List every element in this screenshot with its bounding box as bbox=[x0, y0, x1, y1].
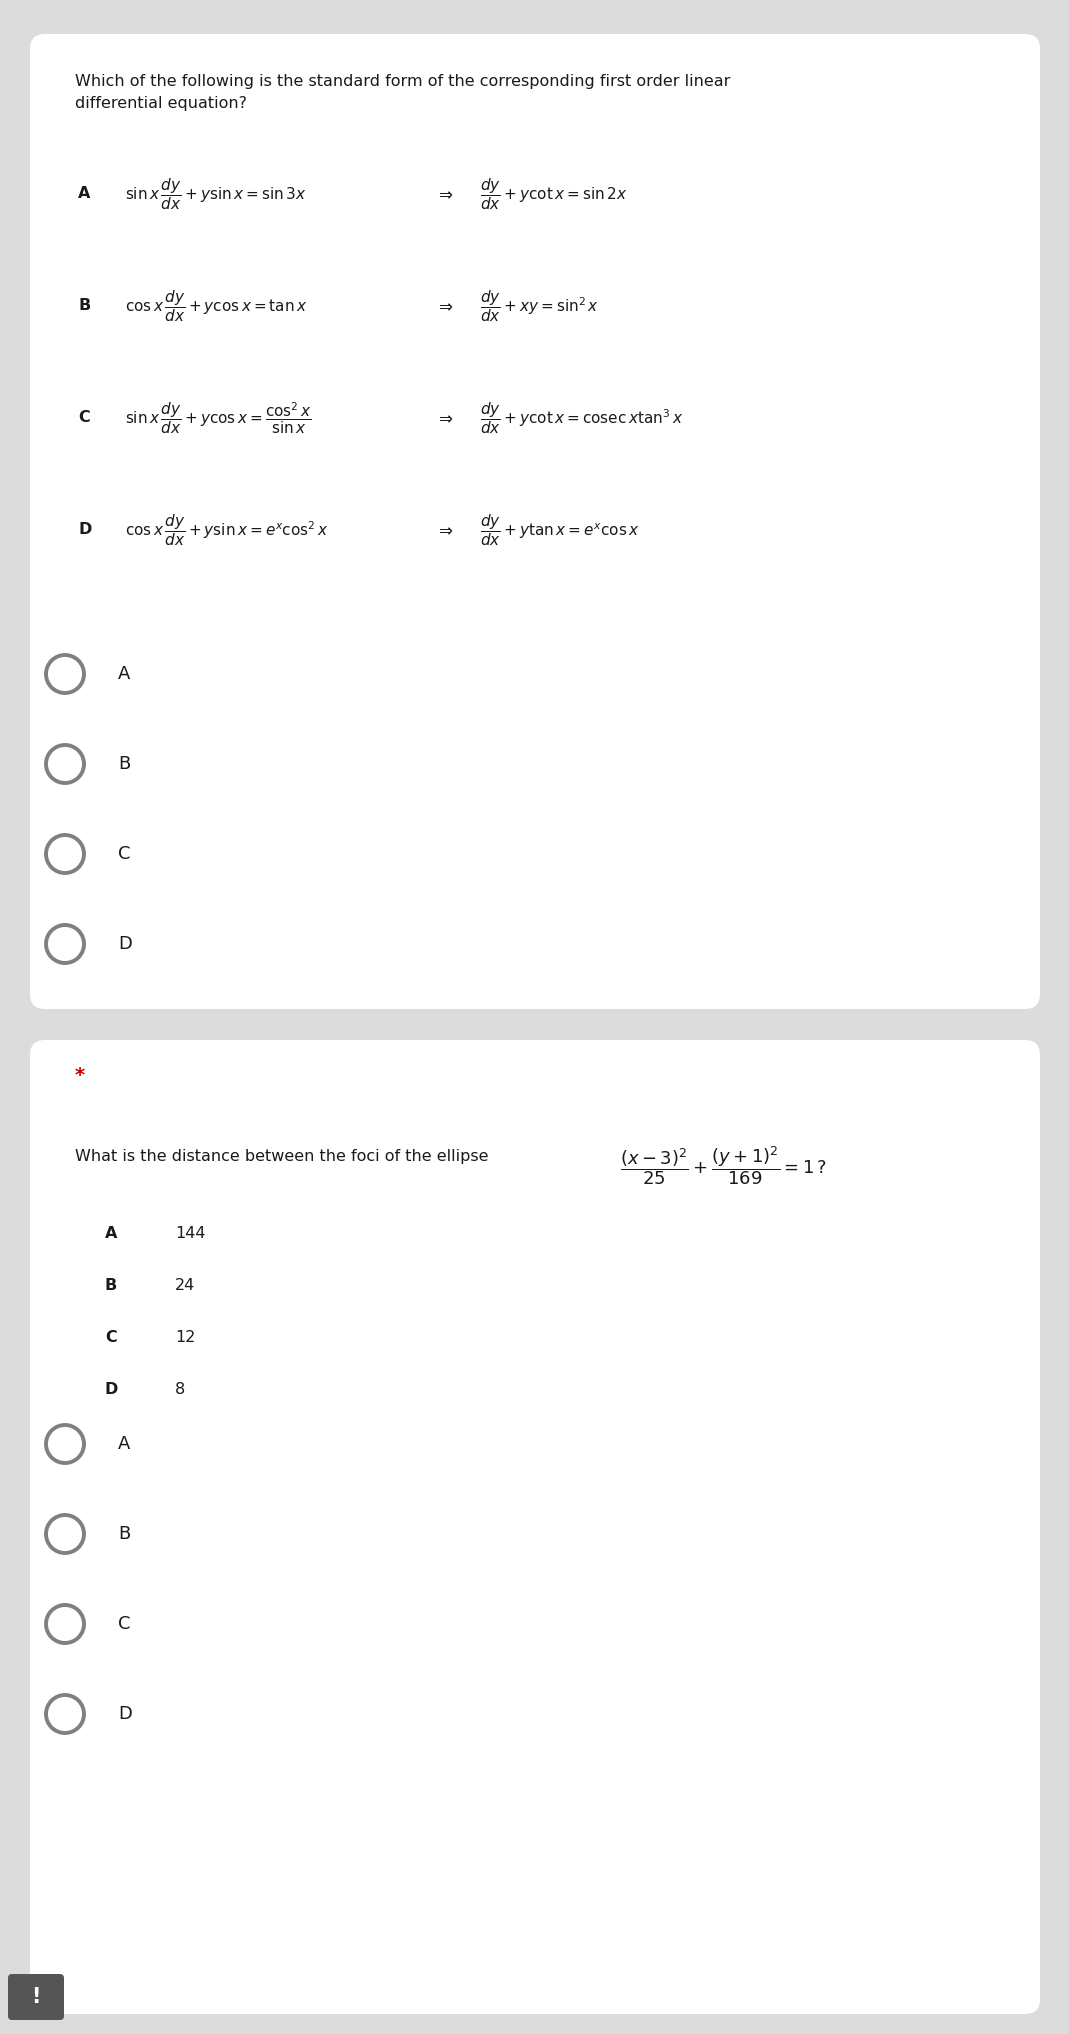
Text: What is the distance between the foci of the ellipse: What is the distance between the foci of… bbox=[75, 1149, 489, 1163]
Text: D: D bbox=[118, 936, 131, 954]
Text: 8: 8 bbox=[175, 1383, 185, 1397]
Text: B: B bbox=[118, 755, 130, 773]
Text: C: C bbox=[118, 844, 130, 862]
Text: 24: 24 bbox=[175, 1279, 196, 1294]
Text: A: A bbox=[118, 665, 130, 683]
Text: A: A bbox=[78, 187, 91, 201]
Text: D: D bbox=[78, 523, 91, 537]
Text: $\dfrac{dy}{dx}+y\cot x=\sin 2x$: $\dfrac{dy}{dx}+y\cot x=\sin 2x$ bbox=[480, 177, 628, 212]
Text: $\cos x\,\dfrac{dy}{dx}+y\sin x=e^{x}\cos^{2}x$: $\cos x\,\dfrac{dy}{dx}+y\sin x=e^{x}\co… bbox=[125, 513, 328, 547]
Text: $\sin x\,\dfrac{dy}{dx}+y\sin x=\sin 3x$: $\sin x\,\dfrac{dy}{dx}+y\sin x=\sin 3x$ bbox=[125, 177, 307, 212]
Text: $\Rightarrow$: $\Rightarrow$ bbox=[435, 185, 453, 203]
Text: B: B bbox=[105, 1279, 118, 1294]
Text: $\dfrac{dy}{dx}+y\cot x=\mathrm{cosec}\,x\tan^{3}x$: $\dfrac{dy}{dx}+y\cot x=\mathrm{cosec}\,… bbox=[480, 401, 683, 435]
Text: $\Rightarrow$: $\Rightarrow$ bbox=[435, 409, 453, 427]
FancyBboxPatch shape bbox=[30, 1039, 1040, 2014]
Text: $\dfrac{(x-3)^{2}}{25}+\dfrac{(y+1)^{2}}{169}=1\,?$: $\dfrac{(x-3)^{2}}{25}+\dfrac{(y+1)^{2}}… bbox=[620, 1143, 827, 1186]
Text: C: C bbox=[105, 1330, 117, 1347]
Text: A: A bbox=[105, 1227, 118, 1241]
Text: D: D bbox=[105, 1383, 119, 1397]
Text: $\dfrac{dy}{dx}+y\tan x=e^{x}\cos x$: $\dfrac{dy}{dx}+y\tan x=e^{x}\cos x$ bbox=[480, 513, 639, 547]
Text: 144: 144 bbox=[175, 1227, 205, 1241]
Text: Which of the following is the standard form of the corresponding first order lin: Which of the following is the standard f… bbox=[75, 73, 730, 112]
Text: $\sin x\,\dfrac{dy}{dx}+y\cos x=\dfrac{\cos^{2}x}{\sin x}$: $\sin x\,\dfrac{dy}{dx}+y\cos x=\dfrac{\… bbox=[125, 401, 312, 435]
FancyBboxPatch shape bbox=[30, 35, 1040, 1009]
Text: 12: 12 bbox=[175, 1330, 196, 1347]
Text: $\dfrac{dy}{dx}+xy=\sin^{2}x$: $\dfrac{dy}{dx}+xy=\sin^{2}x$ bbox=[480, 289, 599, 323]
Text: A: A bbox=[118, 1436, 130, 1452]
Text: B: B bbox=[118, 1526, 130, 1544]
Text: B: B bbox=[78, 299, 90, 313]
Text: D: D bbox=[118, 1704, 131, 1723]
Text: *: * bbox=[75, 1066, 86, 1084]
FancyBboxPatch shape bbox=[7, 1975, 64, 2020]
Text: C: C bbox=[78, 411, 90, 425]
Text: C: C bbox=[118, 1615, 130, 1633]
Text: $\cos x\,\dfrac{dy}{dx}+y\cos x=\tan x$: $\cos x\,\dfrac{dy}{dx}+y\cos x=\tan x$ bbox=[125, 289, 308, 323]
Text: $\Rightarrow$: $\Rightarrow$ bbox=[435, 297, 453, 315]
Text: $\Rightarrow$: $\Rightarrow$ bbox=[435, 521, 453, 539]
Text: !: ! bbox=[31, 1987, 41, 2008]
